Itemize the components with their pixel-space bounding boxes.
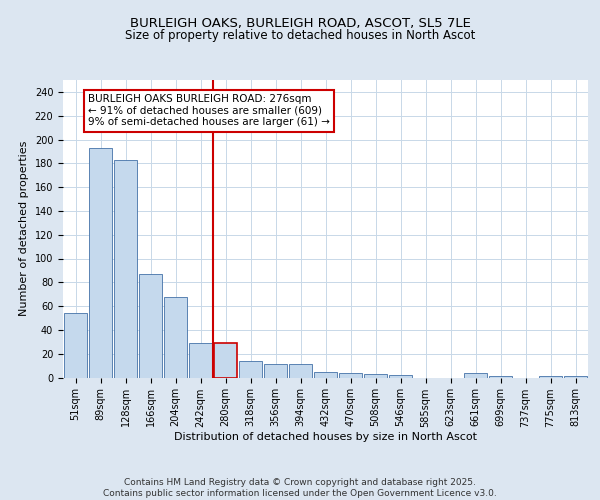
- Bar: [464, 372, 487, 378]
- Bar: [64, 313, 88, 378]
- Bar: [188, 343, 212, 378]
- Text: BURLEIGH OAKS BURLEIGH ROAD: 276sqm
← 91% of detached houses are smaller (609)
9: BURLEIGH OAKS BURLEIGH ROAD: 276sqm ← 91…: [88, 94, 330, 128]
- Text: BURLEIGH OAKS, BURLEIGH ROAD, ASCOT, SL5 7LE: BURLEIGH OAKS, BURLEIGH ROAD, ASCOT, SL5…: [130, 18, 470, 30]
- Bar: [263, 364, 287, 378]
- Bar: [314, 372, 337, 378]
- Bar: [389, 375, 412, 378]
- X-axis label: Distribution of detached houses by size in North Ascot: Distribution of detached houses by size …: [174, 432, 477, 442]
- Y-axis label: Number of detached properties: Number of detached properties: [19, 141, 29, 316]
- Bar: [113, 160, 137, 378]
- Bar: [214, 343, 238, 378]
- Bar: [338, 372, 362, 378]
- Bar: [139, 274, 163, 378]
- Text: Contains HM Land Registry data © Crown copyright and database right 2025.
Contai: Contains HM Land Registry data © Crown c…: [103, 478, 497, 498]
- Bar: [539, 376, 562, 378]
- Bar: [239, 361, 262, 378]
- Bar: [289, 364, 313, 378]
- Bar: [164, 296, 187, 378]
- Bar: [563, 376, 587, 378]
- Bar: [89, 148, 112, 378]
- Bar: [488, 376, 512, 378]
- Text: Size of property relative to detached houses in North Ascot: Size of property relative to detached ho…: [125, 29, 475, 42]
- Bar: [364, 374, 388, 378]
